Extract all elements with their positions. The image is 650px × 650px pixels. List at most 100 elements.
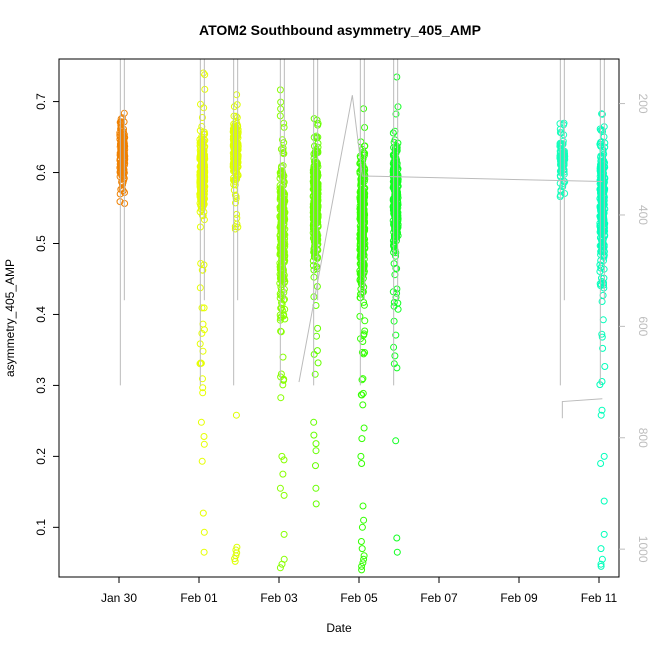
data-point [280, 456, 288, 464]
y-axis-label: asymmetry_405_AMP [3, 259, 17, 377]
data-point [598, 278, 606, 285]
data-point [278, 233, 286, 241]
data-point [310, 350, 318, 358]
data-point [200, 433, 208, 440]
data-point [392, 110, 400, 118]
data-point [276, 564, 284, 572]
data-point [393, 548, 401, 556]
y-tick-label: 0.6 [34, 164, 48, 181]
chart-title: ATOM2 Southbound asymmetry_405_AMP [199, 22, 481, 38]
data-point [360, 105, 368, 113]
data-point [599, 174, 606, 182]
data-point [361, 317, 369, 325]
data-point [198, 114, 206, 121]
data-point [357, 538, 365, 545]
data-point [359, 167, 367, 174]
y2-tick-label: 400 [636, 205, 650, 225]
data-point [198, 457, 206, 465]
pressure-line [298, 95, 603, 383]
x-tick-label: Feb 07 [420, 591, 458, 605]
data-point [312, 447, 320, 455]
y2-tick-label: 600 [636, 316, 650, 336]
data-point [276, 484, 284, 492]
data-point [278, 452, 286, 460]
data-point [394, 305, 402, 313]
data-point [597, 411, 605, 419]
data-point [310, 418, 318, 426]
data-point [392, 188, 400, 196]
data-point [358, 348, 366, 356]
data-point [281, 305, 289, 313]
x-axis-label: Date [326, 621, 352, 635]
data-point [391, 232, 399, 240]
data-point [392, 293, 400, 301]
data-point [558, 154, 566, 162]
data-point [391, 271, 399, 279]
series-9 [596, 110, 609, 570]
y2-axis: 200 400 600 800 1000 [619, 94, 650, 563]
series-8 [556, 119, 569, 201]
data-point [598, 330, 606, 338]
data-point [231, 557, 239, 565]
data-point [279, 470, 287, 478]
data-point [314, 324, 322, 332]
data-point [598, 126, 606, 134]
data-point [359, 228, 367, 236]
data-point [278, 256, 286, 264]
x-tick-label: Feb 05 [340, 591, 378, 605]
data-point [280, 530, 288, 538]
data-point [598, 110, 606, 118]
data-point [358, 562, 366, 570]
data-point [598, 406, 606, 414]
data-point [313, 332, 320, 340]
x-tick-label: Feb 03 [260, 591, 298, 605]
data-point [360, 301, 368, 309]
pressure-line [561, 398, 603, 419]
data-point [359, 502, 367, 510]
data-point [118, 134, 126, 142]
data-point [360, 424, 368, 432]
data-point [598, 298, 606, 305]
data-point [279, 381, 287, 389]
data-point [313, 347, 321, 355]
series-1 [116, 109, 129, 207]
data-point [359, 288, 367, 296]
data-point [199, 347, 207, 355]
y2-tick-label: 1000 [636, 536, 650, 563]
data-point [312, 462, 319, 470]
data-point [277, 370, 285, 378]
data-point [233, 91, 241, 99]
data-point [598, 378, 606, 385]
y-tick-label: 0.2 [34, 448, 48, 465]
x-tick-label: Jan 30 [101, 591, 137, 605]
data-point [361, 349, 369, 356]
data-point [358, 221, 366, 229]
data-point [312, 440, 320, 448]
data-point [599, 316, 607, 324]
data-point [597, 562, 605, 570]
data-point [312, 484, 320, 492]
y-tick-label: 0.4 [34, 306, 48, 323]
data-point [601, 363, 609, 370]
data-point [391, 127, 399, 135]
data-point [598, 243, 606, 251]
y-axis: 0.1 0.2 0.3 0.4 0.5 0.6 0.7 [34, 93, 59, 536]
data-point [390, 298, 398, 306]
data-point [199, 389, 207, 397]
data-point [600, 497, 608, 505]
data-point [599, 291, 607, 299]
series-layer [116, 69, 609, 574]
x-axis: Jan 30 Feb 01 Feb 03 Feb 05 Feb 07 Feb 09 Feb … [101, 577, 618, 605]
data-point [198, 304, 206, 312]
data-point [311, 148, 319, 156]
data-point [598, 333, 606, 341]
data-point [599, 344, 607, 352]
data-point [314, 359, 322, 367]
data-point [197, 418, 205, 426]
data-point [393, 73, 401, 81]
data-point [360, 555, 368, 563]
series-3 [229, 91, 242, 565]
series-2 [196, 69, 209, 556]
data-point [231, 178, 239, 186]
data-point [358, 391, 366, 399]
